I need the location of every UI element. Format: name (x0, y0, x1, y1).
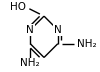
Text: N: N (54, 25, 62, 35)
Text: N: N (26, 25, 34, 35)
Text: HO: HO (10, 2, 26, 12)
Text: NH₂: NH₂ (78, 39, 97, 49)
Text: NH₂: NH₂ (20, 58, 40, 68)
